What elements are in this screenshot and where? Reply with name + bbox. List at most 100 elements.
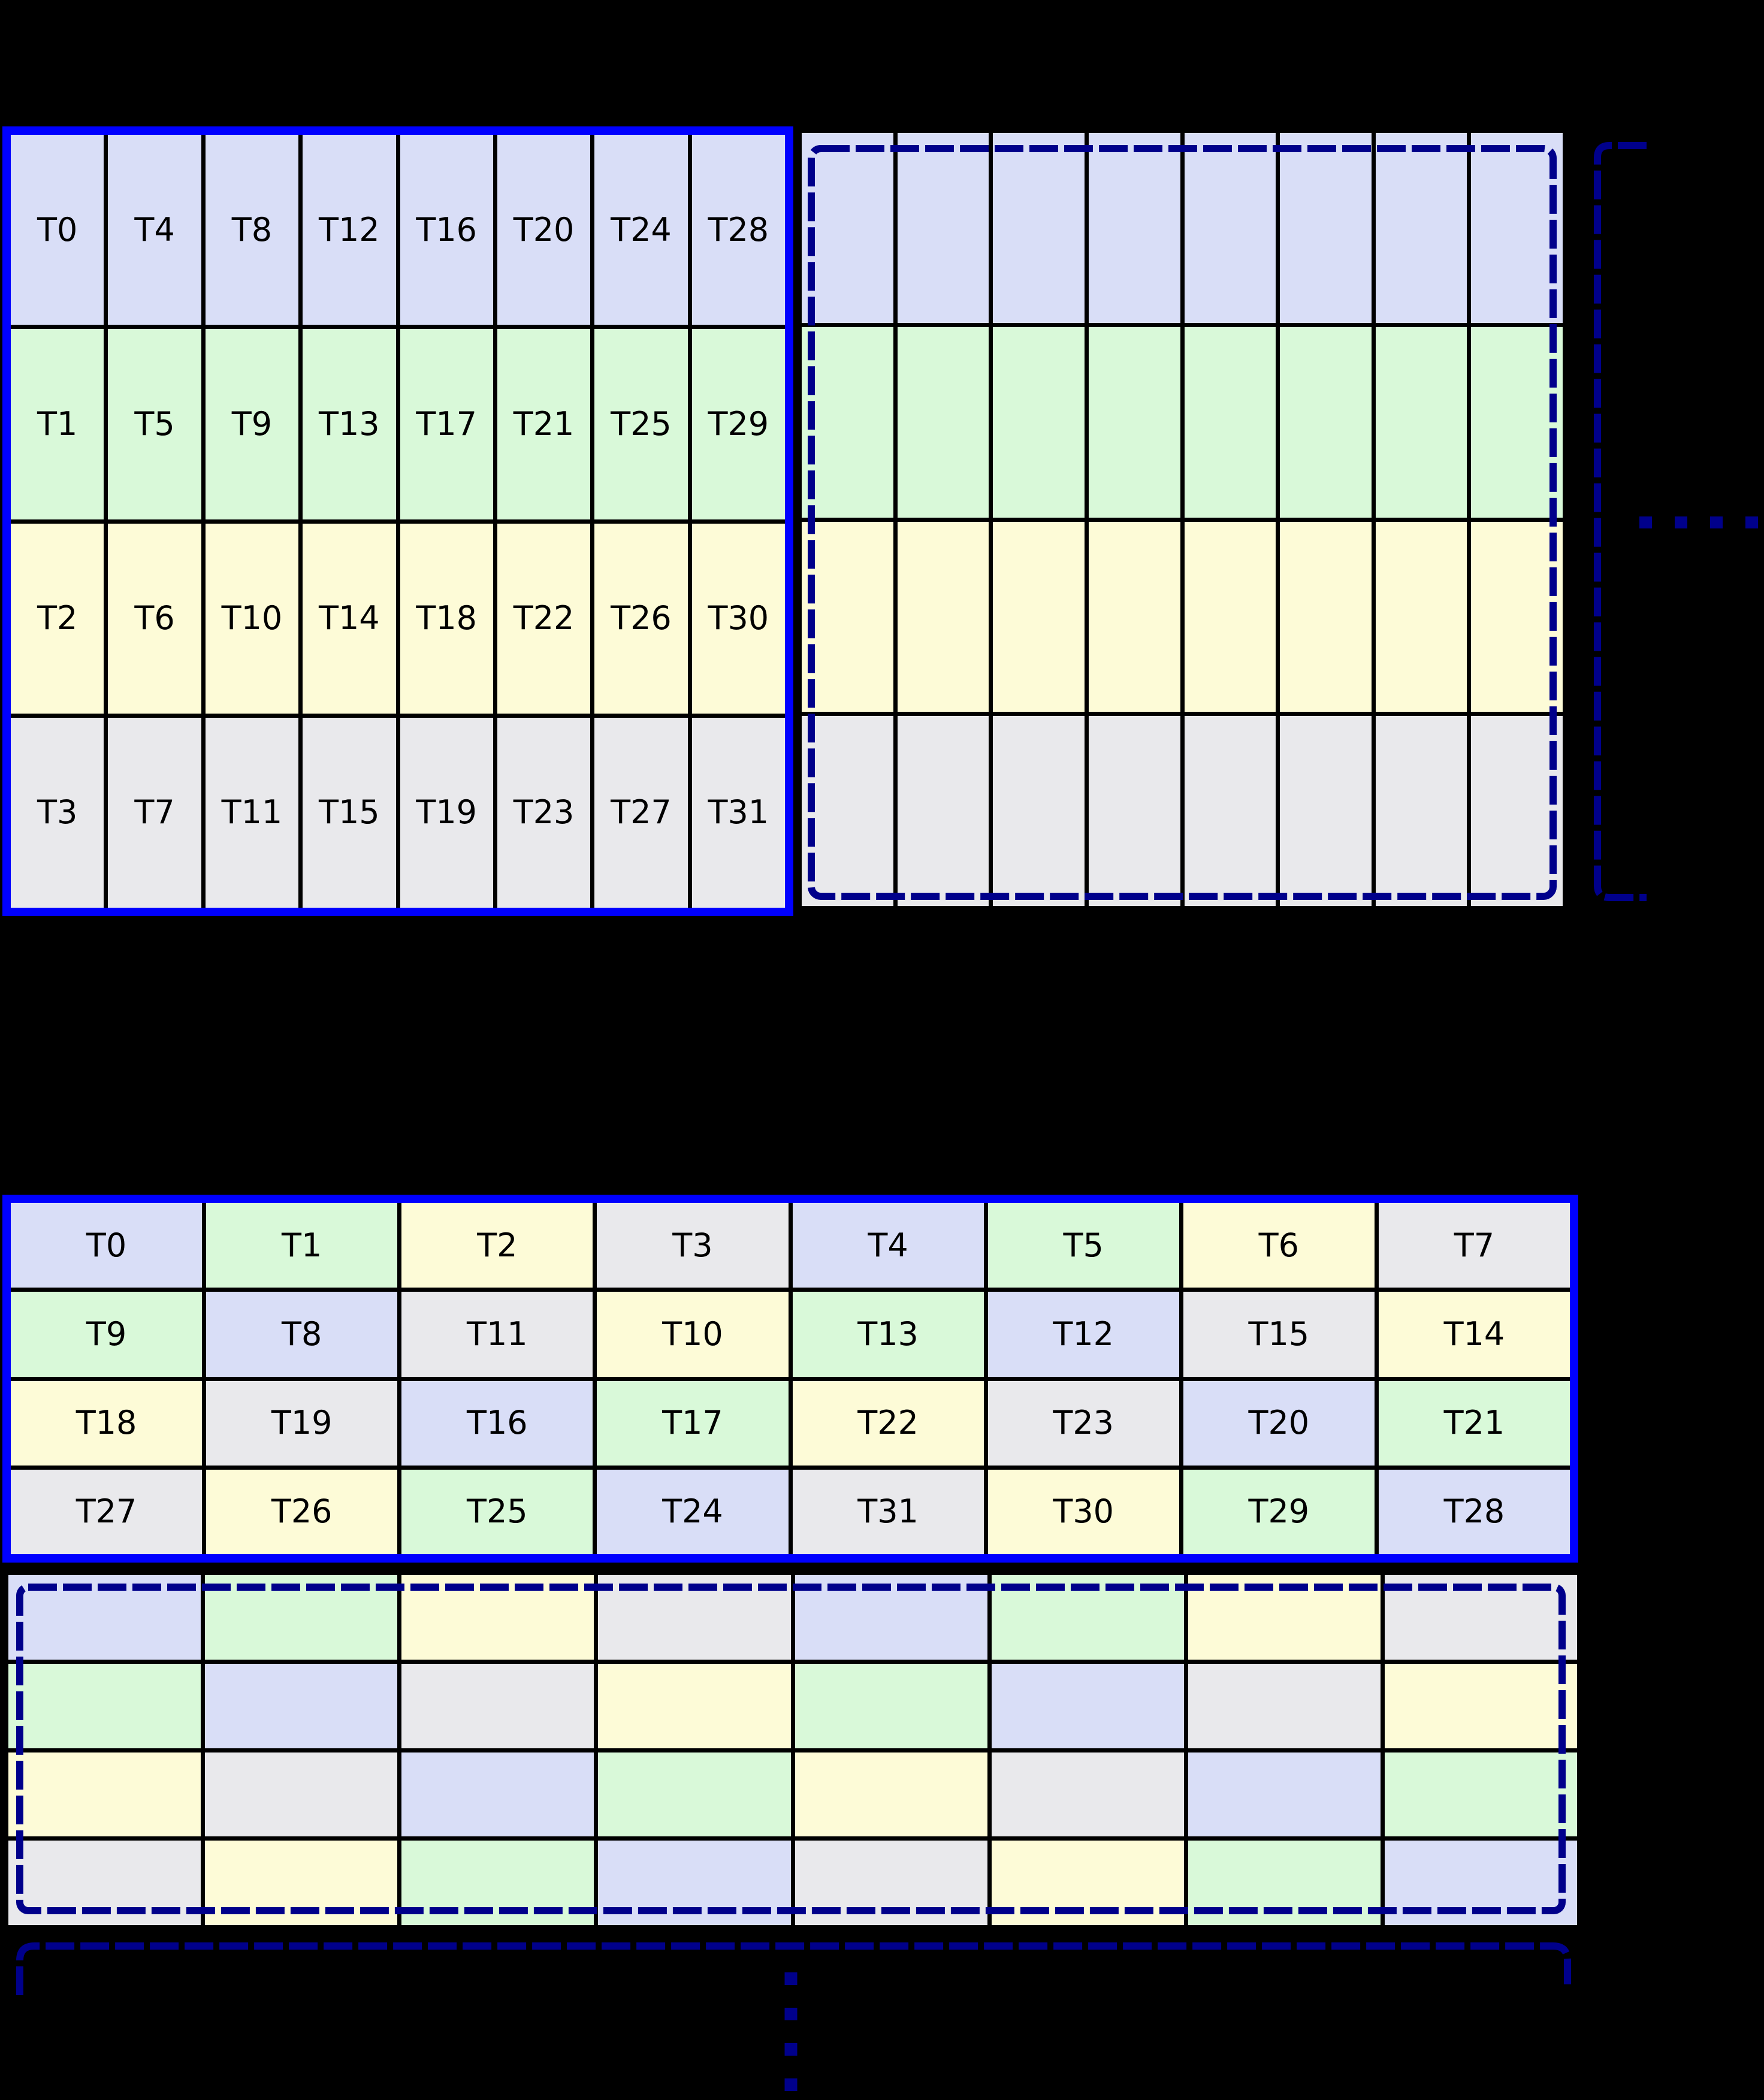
grid-cell-T3: T3 (597, 1203, 789, 1288)
thread-label: T21 (513, 404, 575, 443)
thread-label: T6 (134, 599, 175, 637)
thread-label: T9 (86, 1315, 127, 1353)
thread-label: T5 (1063, 1226, 1104, 1264)
grid-cell (598, 1841, 791, 1925)
thread-label: T14 (1443, 1315, 1505, 1353)
thread-label: T1 (37, 404, 78, 443)
thread-label: T10 (221, 599, 283, 637)
grid-cell-T11: T11 (401, 1292, 593, 1377)
grid-cell-T26: T26 (206, 1469, 398, 1554)
grid-cell-T3: T3 (11, 717, 104, 908)
grid-cell-T18: T18 (400, 523, 493, 714)
thread-label: T12 (318, 210, 380, 249)
grid-cell (401, 1663, 594, 1748)
grid-cell (993, 521, 1085, 712)
grid-cell-T13: T13 (792, 1292, 984, 1377)
thread-label: T16 (466, 1404, 528, 1442)
grid-cell (897, 715, 989, 906)
grid-cell-T2: T2 (11, 523, 104, 714)
grid-cell-T20: T20 (1183, 1380, 1375, 1466)
grid-cell (795, 1752, 987, 1837)
grid-cell (897, 521, 989, 712)
grid-cell (802, 327, 893, 518)
thread-label: T28 (1443, 1492, 1505, 1531)
grid-cell-T1: T1 (206, 1203, 398, 1288)
thread-label: T25 (611, 404, 672, 443)
grid-cell (1184, 327, 1276, 518)
grid-cell-T0: T0 (11, 1203, 203, 1288)
grid-cell (1280, 133, 1372, 324)
grid-cell (1184, 521, 1276, 712)
thread-label: T7 (134, 793, 175, 832)
bottom-labeled-grid: T0 T1 T2 T3 T4 T5 T6 T7 T9 T8 T11 T10 T13 T12 T15 T14 T1… (11, 1203, 1570, 1554)
thread-label: T29 (708, 404, 769, 443)
thread-label: T3 (37, 793, 78, 832)
grid-cell (991, 1575, 1184, 1660)
grid-cell (795, 1663, 987, 1748)
grid-cell (1280, 715, 1372, 906)
thread-label: T19 (271, 1404, 333, 1442)
grid-cell-T29: T29 (1183, 1469, 1375, 1554)
grid-cell (598, 1752, 791, 1837)
thread-label: T30 (708, 599, 769, 637)
grid-cell-T23: T23 (497, 717, 591, 908)
thread-label: T13 (318, 404, 380, 443)
grid-cell (1088, 133, 1180, 324)
grid-cell (1384, 1575, 1577, 1660)
thread-label: T5 (134, 404, 175, 443)
grid-cell (598, 1663, 791, 1748)
grid-cell-T27: T27 (11, 1469, 203, 1554)
grid-cell-T5: T5 (108, 329, 201, 519)
grid-cell (802, 521, 893, 712)
grid-cell-T18: T18 (11, 1380, 203, 1466)
top-labeled-tile: T0 T4 T8 T12 T16 T20 T24 T28 T1 T5 T9 T13 T17 T21 T25 T… (2, 126, 793, 916)
grid-cell-T1: T1 (11, 329, 104, 519)
thread-label: T17 (662, 1404, 723, 1442)
grid-cell (1184, 133, 1276, 324)
thread-label: T18 (416, 599, 478, 637)
grid-cell (1188, 1752, 1381, 1837)
bottom-next-tile-bracket (16, 1942, 1571, 1995)
grid-cell (598, 1575, 791, 1660)
grid-cell (993, 133, 1085, 324)
grid-cell-T19: T19 (400, 717, 493, 908)
thread-label: T24 (662, 1492, 723, 1531)
grid-cell-T31: T31 (691, 717, 785, 908)
grid-cell-T16: T16 (400, 135, 493, 325)
grid-cell-T5: T5 (987, 1203, 1179, 1288)
grid-cell (897, 133, 989, 324)
grid-cell-T17: T17 (597, 1380, 789, 1466)
grid-cell-T29: T29 (691, 329, 785, 519)
grid-cell-T7: T7 (1378, 1203, 1570, 1288)
thread-label: T15 (318, 793, 380, 832)
thread-label: T14 (318, 599, 380, 637)
grid-cell-T22: T22 (497, 523, 591, 714)
grid-cell-T30: T30 (691, 523, 785, 714)
thread-label: T29 (1248, 1492, 1310, 1531)
grid-cell (401, 1575, 594, 1660)
grid-cell (1088, 327, 1180, 518)
grid-cell-T21: T21 (497, 329, 591, 519)
grid-cell-T15: T15 (303, 717, 396, 908)
grid-cell (1375, 521, 1467, 712)
thread-label: T10 (662, 1315, 723, 1353)
grid-cell-T4: T4 (792, 1203, 984, 1288)
thread-label: T3 (672, 1226, 713, 1264)
grid-cell-T2: T2 (401, 1203, 593, 1288)
grid-cell (991, 1752, 1184, 1837)
grid-cell (1384, 1841, 1577, 1925)
thread-label: T11 (221, 793, 283, 832)
thread-label: T28 (708, 210, 769, 249)
grid-cell-T14: T14 (1378, 1292, 1570, 1377)
bottom-unlabeled-grid (8, 1575, 1577, 1925)
grid-cell-T21: T21 (1378, 1380, 1570, 1466)
grid-cell (1375, 133, 1467, 324)
thread-label: T27 (75, 1492, 137, 1531)
thread-label: T18 (75, 1404, 137, 1442)
grid-cell (1375, 715, 1467, 906)
grid-cell (1280, 521, 1372, 712)
grid-cell-T27: T27 (594, 717, 688, 908)
grid-cell (205, 1575, 398, 1660)
grid-cell (8, 1575, 201, 1660)
